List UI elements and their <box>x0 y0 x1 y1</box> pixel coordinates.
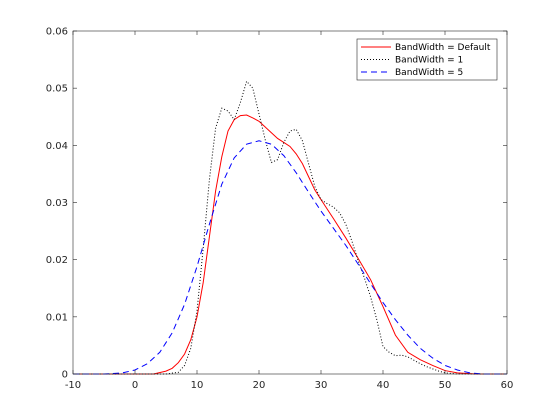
series-line-2 <box>73 140 507 375</box>
y-tick-label: 0.01 <box>46 312 68 323</box>
axes-background <box>73 31 507 374</box>
legend-box <box>356 38 498 81</box>
series-line-1 <box>73 80 507 375</box>
x-tick-label: 20 <box>253 380 266 391</box>
legend: BandWidth = Default BandWidth = 1 BandWidt… <box>356 38 498 81</box>
x-tick-label: 60 <box>501 380 514 391</box>
y-tick-label: 0.04 <box>46 141 68 152</box>
y-tick-label: 0 <box>62 370 68 381</box>
x-tick-label: 50 <box>439 380 452 391</box>
series-line-0 <box>73 114 507 375</box>
legend-label-2: BandWidth = 5 <box>395 68 463 78</box>
x-tick-label: -10 <box>65 380 81 391</box>
y-tick-label: 0.05 <box>46 84 68 95</box>
x-tick-label: 30 <box>315 380 328 391</box>
plot-lines <box>73 80 507 375</box>
legend-label-0: BandWidth = Default <box>395 43 491 53</box>
y-tick-label: 0.03 <box>46 198 68 209</box>
x-tick-label: 0 <box>132 380 138 391</box>
y-tick-label: 0.02 <box>46 255 68 266</box>
y-tick-label: 0.06 <box>46 27 68 38</box>
legend-label-1: BandWidth = 1 <box>395 56 463 66</box>
axis-ticks: -10 0 10 20 30 40 50 6000.010.020.030.040.050.0… <box>46 27 514 392</box>
x-tick-label: 10 <box>191 380 204 391</box>
x-tick-label: 40 <box>377 380 390 391</box>
